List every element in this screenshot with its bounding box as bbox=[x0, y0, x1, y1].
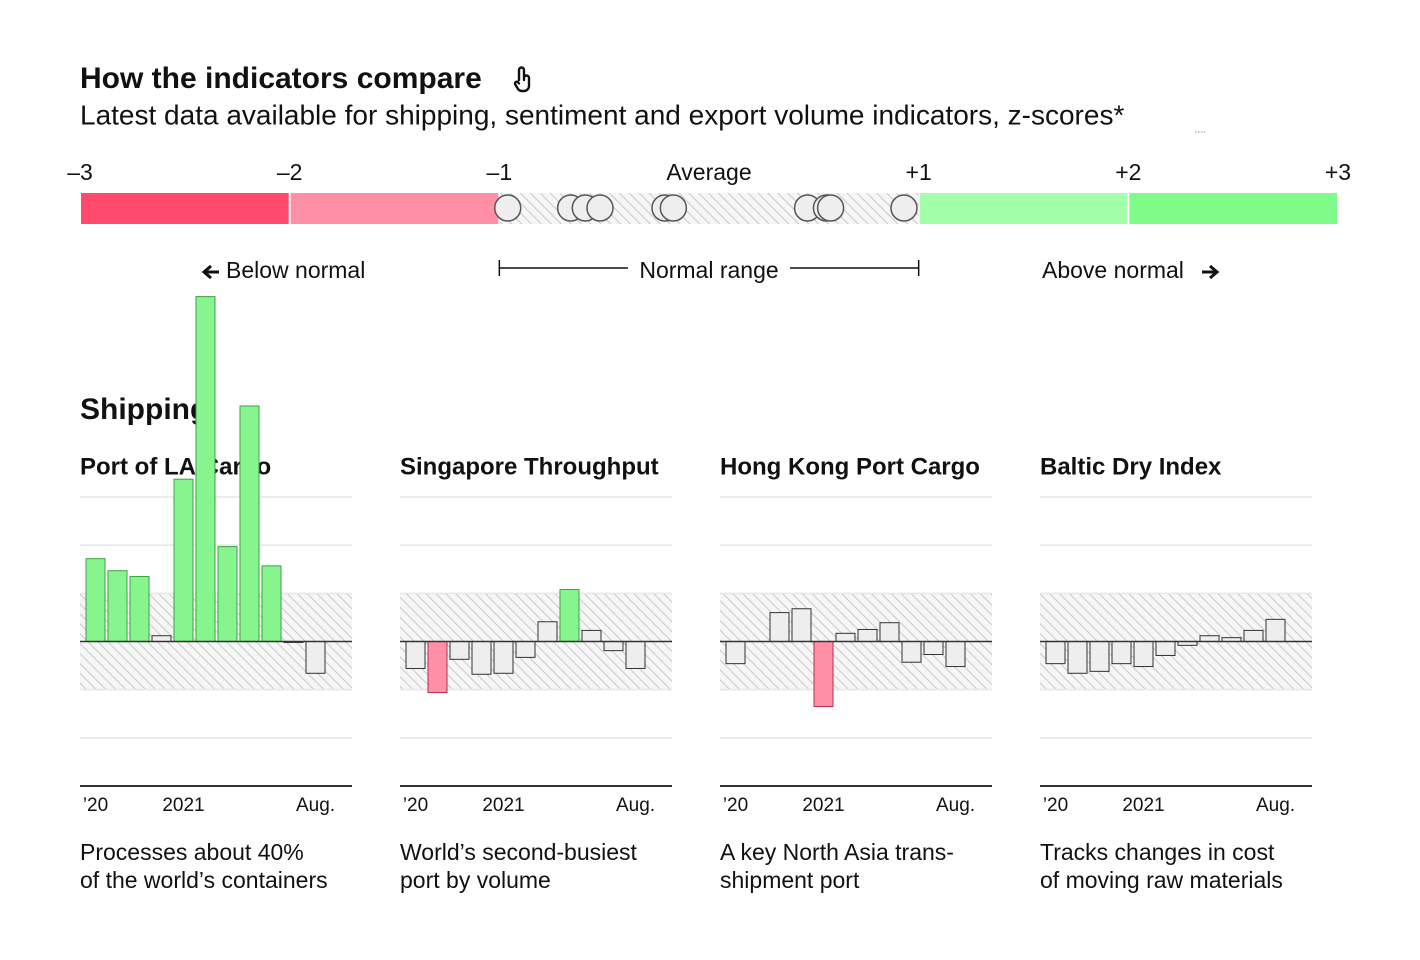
indicator-dot bbox=[890, 194, 918, 222]
bar bbox=[217, 546, 238, 643]
x-tick-label: ’20 bbox=[723, 795, 748, 816]
hand-icon bbox=[513, 66, 531, 93]
x-tick-label: ’20 bbox=[1043, 795, 1068, 816]
bar bbox=[813, 641, 834, 708]
indicator-dot bbox=[493, 194, 522, 222]
below-arrow bbox=[201, 264, 219, 280]
x-tick-label: 2021 bbox=[162, 795, 204, 816]
bar bbox=[581, 629, 602, 643]
x-tick-label: 2021 bbox=[1122, 795, 1164, 816]
scale-segment bbox=[1129, 193, 1337, 224]
bar bbox=[449, 641, 470, 660]
bar bbox=[945, 641, 966, 668]
x-tick-label: Aug. bbox=[936, 795, 975, 816]
bar bbox=[725, 641, 746, 665]
section-title: Shipping bbox=[80, 393, 208, 426]
x-tick-label: 2021 bbox=[482, 795, 524, 816]
bar bbox=[537, 621, 558, 642]
bar bbox=[195, 296, 216, 642]
subtitle: Latest data available for shipping, sent… bbox=[80, 99, 1124, 130]
chart-title: Hong Kong Port Cargo bbox=[720, 453, 980, 480]
normal-range-label: Normal range bbox=[639, 257, 778, 283]
bar bbox=[625, 641, 646, 669]
scale-tick-label: Average bbox=[666, 159, 751, 185]
indicator-dot bbox=[816, 194, 845, 222]
chart-description: A key North Asia trans- bbox=[720, 839, 954, 865]
chart-description: World’s second-busiest bbox=[400, 839, 638, 865]
bar bbox=[769, 612, 790, 642]
bar bbox=[305, 641, 326, 674]
bar bbox=[493, 641, 514, 674]
indicator-dot bbox=[586, 194, 614, 222]
bar bbox=[85, 558, 106, 642]
x-tick-label: ’20 bbox=[403, 795, 428, 816]
bar bbox=[129, 575, 150, 642]
above-normal-label: Above normal bbox=[1042, 257, 1184, 283]
bar bbox=[1243, 629, 1264, 643]
scale-segment bbox=[81, 193, 289, 224]
bar bbox=[427, 641, 448, 694]
below-normal-label: Below normal bbox=[226, 257, 365, 283]
chart-title: Singapore Throughput bbox=[400, 453, 659, 480]
bar bbox=[603, 641, 624, 652]
bar bbox=[173, 478, 194, 643]
bar bbox=[1133, 641, 1154, 668]
chart-title: Baltic Dry Index bbox=[1040, 453, 1222, 480]
bar bbox=[1265, 618, 1286, 642]
scale-tick-label: +2 bbox=[1115, 159, 1141, 185]
title: How the indicators compare bbox=[80, 62, 482, 95]
bar bbox=[239, 405, 260, 642]
bar bbox=[1089, 641, 1110, 672]
x-tick-label: Aug. bbox=[1256, 795, 1295, 816]
bar bbox=[151, 635, 172, 642]
bar bbox=[471, 641, 492, 675]
chart-description: shipment port bbox=[720, 867, 860, 893]
chart-description: Tracks changes in cost bbox=[1040, 839, 1275, 865]
scale-tick-label: +1 bbox=[906, 159, 932, 185]
chart-description: of moving raw materials bbox=[1040, 867, 1283, 893]
indicator-dot bbox=[659, 194, 688, 222]
bar bbox=[857, 628, 878, 642]
bar bbox=[1199, 635, 1220, 642]
chart-title: Port of LA Cargo bbox=[80, 453, 271, 480]
bar bbox=[923, 641, 944, 656]
chart-description: of the world’s containers bbox=[80, 867, 328, 893]
bar bbox=[107, 570, 128, 643]
bar bbox=[1045, 641, 1066, 665]
bar bbox=[261, 565, 282, 643]
bar bbox=[1111, 641, 1132, 665]
bar bbox=[405, 641, 426, 669]
scale-segment bbox=[919, 193, 1128, 224]
bar bbox=[1067, 641, 1088, 674]
scale-tick-label: +3 bbox=[1325, 159, 1351, 185]
scale-tick-label: –2 bbox=[277, 159, 303, 185]
x-tick-label: Aug. bbox=[616, 795, 655, 816]
scale-segment bbox=[290, 193, 499, 224]
x-tick-label: 2021 bbox=[802, 795, 844, 816]
scale-tick-label: –3 bbox=[67, 159, 93, 185]
scale-tick-label: –1 bbox=[487, 159, 513, 185]
bar bbox=[515, 641, 536, 658]
x-tick-label: ’20 bbox=[83, 795, 108, 816]
bar bbox=[791, 608, 812, 642]
bar bbox=[879, 622, 900, 643]
chart-description: Processes about 40% bbox=[80, 839, 304, 865]
above-arrow bbox=[1202, 264, 1220, 280]
bar bbox=[901, 641, 922, 663]
bar bbox=[559, 588, 580, 642]
chart-description: port by volume bbox=[400, 867, 551, 893]
bar bbox=[835, 632, 856, 642]
bar bbox=[1155, 641, 1176, 656]
x-tick-label: Aug. bbox=[296, 795, 335, 816]
